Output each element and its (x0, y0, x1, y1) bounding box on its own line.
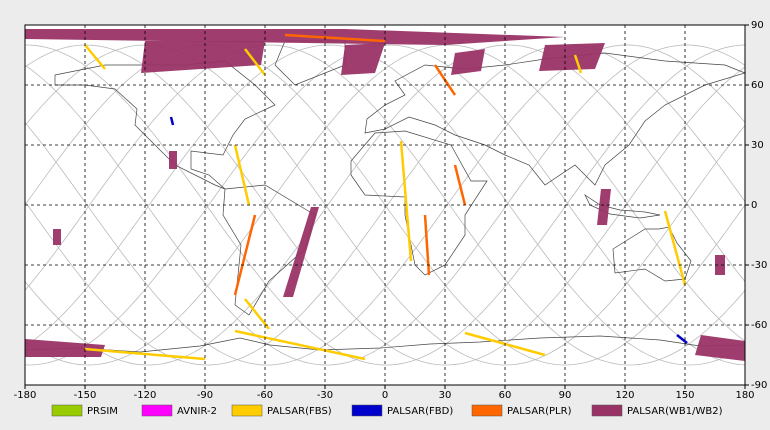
track (573, 54, 583, 74)
y-tick-label: -30 (751, 260, 767, 271)
x-tick-label: 150 (675, 390, 694, 401)
orbit-line (24, 44, 746, 366)
legend-swatch (51, 404, 83, 417)
swath (341, 43, 385, 75)
x-tick-label: -120 (134, 390, 157, 401)
x-tick-label: 180 (735, 390, 754, 401)
y-tick-label: 0 (751, 200, 757, 211)
x-tick-label: 60 (499, 390, 512, 401)
track (284, 33, 386, 43)
legend-swatch (231, 404, 263, 417)
track (663, 210, 687, 286)
orbit-line (24, 44, 746, 366)
coastlines (24, 40, 747, 353)
x-tick-label: 120 (615, 390, 634, 401)
legend-label: PALSAR(FBS) (267, 406, 332, 417)
map-frame (24, 24, 746, 386)
x-tick-label: -90 (197, 390, 213, 401)
swath (539, 43, 605, 71)
x-tick-label: -180 (14, 390, 37, 401)
north-america (54, 60, 276, 190)
x-tick-label: -60 (257, 390, 273, 401)
y-tick-label: 90 (751, 20, 764, 31)
antarctica (24, 335, 746, 353)
swath (283, 207, 319, 297)
legend-swatch (351, 404, 383, 417)
legend-label: PRSIM (87, 406, 118, 417)
y-tick-label: 60 (751, 80, 764, 91)
swath (597, 189, 611, 225)
swath (169, 151, 177, 169)
track (169, 116, 175, 126)
swath (141, 41, 265, 73)
y-tick-label: -90 (751, 380, 767, 391)
legend-swatch (591, 404, 623, 417)
eurasia (364, 52, 747, 186)
track (244, 298, 270, 330)
legend-swatch (471, 404, 503, 417)
legend-label: PALSAR(PLR) (507, 406, 572, 417)
legend-label: PALSAR(WB1/WB2) (627, 406, 723, 417)
swath (715, 255, 725, 275)
y-tick-label: 30 (751, 140, 764, 151)
track (244, 48, 266, 76)
australia (612, 226, 692, 282)
x-tick-label: 0 (382, 390, 388, 401)
track (84, 44, 106, 70)
track (233, 214, 257, 296)
track (399, 140, 413, 262)
x-tick-label: -30 (317, 390, 333, 401)
track (676, 334, 688, 344)
track (453, 164, 467, 206)
swath (53, 229, 61, 245)
legend-swatch (141, 404, 173, 417)
x-tick-label: 90 (559, 390, 572, 401)
swath (695, 335, 745, 361)
legend-label: PALSAR(FBD) (387, 406, 453, 417)
track (84, 347, 206, 361)
africa (350, 130, 488, 276)
swath (451, 49, 485, 75)
y-tick-label: -60 (751, 320, 767, 331)
south-america (222, 184, 316, 316)
swath (25, 29, 565, 45)
x-tick-label: -150 (74, 390, 97, 401)
legend-label: AVNIR-2 (177, 406, 217, 417)
track (233, 144, 251, 206)
legend: PRSIM AVNIR-2 PALSAR(FBS) PALSAR(FBD) PALSAR… (51, 404, 723, 417)
x-tick-label: 30 (439, 390, 452, 401)
track (234, 329, 366, 361)
